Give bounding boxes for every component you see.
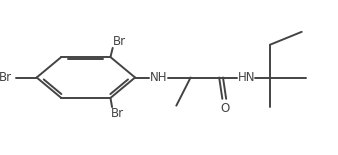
- Text: Br: Br: [111, 107, 124, 120]
- Text: O: O: [220, 102, 229, 115]
- Text: Br: Br: [0, 71, 12, 84]
- Text: NH: NH: [150, 71, 168, 84]
- Text: HN: HN: [237, 71, 255, 84]
- Text: Br: Br: [113, 35, 126, 48]
